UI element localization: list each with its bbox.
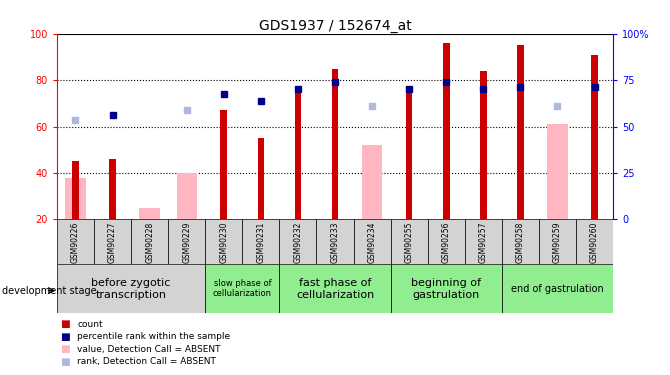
Text: fast phase of
cellularization: fast phase of cellularization [296, 278, 374, 300]
Text: GSM90256: GSM90256 [442, 222, 451, 263]
Bar [279, 264, 391, 313]
Text: value, Detection Call = ABSENT: value, Detection Call = ABSENT [77, 345, 220, 354]
Bar [391, 264, 502, 313]
Text: beginning of
gastrulation: beginning of gastrulation [411, 278, 481, 300]
Bar [591, 55, 598, 219]
Bar [109, 159, 116, 219]
Text: slow phase of
cellularization: slow phase of cellularization [213, 279, 272, 298]
Bar [139, 208, 160, 219]
Text: development stage: development stage [2, 286, 96, 296]
Bar [354, 219, 391, 264]
Bar [295, 92, 302, 219]
Text: end of gastrulation: end of gastrulation [511, 284, 604, 294]
Text: percentile rank within the sample: percentile rank within the sample [77, 332, 230, 341]
Text: GSM90260: GSM90260 [590, 222, 599, 263]
Bar [94, 219, 131, 264]
Bar [279, 219, 316, 264]
Bar [362, 145, 383, 219]
Bar [539, 219, 576, 264]
Text: rank, Detection Call = ABSENT: rank, Detection Call = ABSENT [77, 357, 216, 366]
Text: GSM90230: GSM90230 [219, 222, 228, 263]
Bar [427, 219, 465, 264]
Text: GSM90259: GSM90259 [553, 222, 562, 263]
Text: GSM90228: GSM90228 [145, 222, 154, 263]
Bar [220, 110, 227, 219]
Text: before zygotic
transcription: before zygotic transcription [91, 278, 171, 300]
Bar [243, 219, 279, 264]
Text: GSM90231: GSM90231 [257, 222, 265, 263]
Bar [332, 69, 338, 219]
Bar [57, 264, 205, 313]
Bar [547, 124, 567, 219]
Bar [205, 219, 243, 264]
Text: ■: ■ [60, 332, 70, 342]
Bar [65, 178, 86, 219]
Bar [465, 219, 502, 264]
Bar [57, 219, 94, 264]
Bar [168, 219, 205, 264]
Text: GSM90257: GSM90257 [479, 222, 488, 263]
Text: count: count [77, 320, 103, 329]
Bar [443, 43, 450, 219]
Bar [72, 161, 79, 219]
Bar [257, 138, 264, 219]
Text: GSM90227: GSM90227 [108, 222, 117, 263]
Text: ■: ■ [60, 357, 70, 366]
Title: GDS1937 / 152674_at: GDS1937 / 152674_at [259, 19, 411, 33]
Bar [391, 219, 427, 264]
Bar [131, 219, 168, 264]
Text: GSM90233: GSM90233 [330, 222, 340, 263]
Text: GSM90234: GSM90234 [368, 222, 377, 263]
Bar [480, 71, 486, 219]
Text: GSM90229: GSM90229 [182, 222, 191, 263]
Text: ■: ■ [60, 320, 70, 329]
Bar [576, 219, 613, 264]
Bar [176, 173, 197, 219]
Text: GSM90255: GSM90255 [405, 222, 413, 263]
Bar [502, 219, 539, 264]
Text: GSM90258: GSM90258 [516, 222, 525, 263]
Bar [205, 264, 279, 313]
Bar [406, 92, 413, 219]
Text: ■: ■ [60, 344, 70, 354]
Bar [517, 45, 524, 219]
Bar [316, 219, 354, 264]
Text: GSM90226: GSM90226 [71, 222, 80, 263]
Bar [502, 264, 613, 313]
Text: GSM90232: GSM90232 [293, 222, 302, 263]
